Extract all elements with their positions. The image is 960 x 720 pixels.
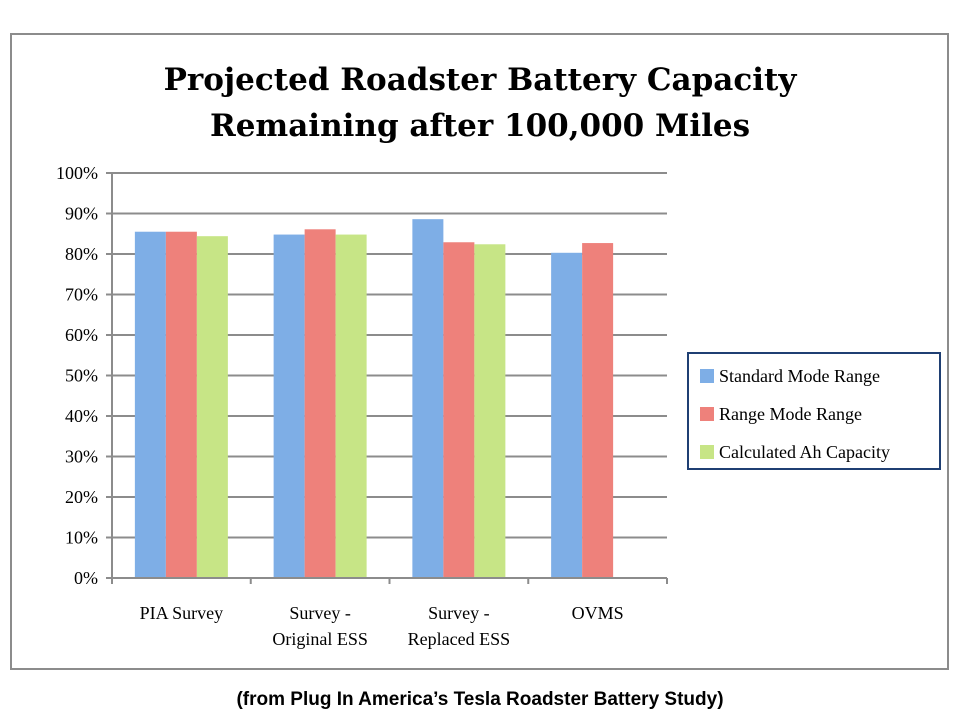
x-axis-categories: PIA Survey Survey - Original ESS Survey - Re…	[140, 603, 624, 649]
legend-swatch	[700, 407, 714, 421]
legend-box	[687, 352, 941, 470]
y-tick-label: 70%	[65, 285, 98, 305]
bar-range-mode-range-2	[443, 242, 475, 578]
bar-calculated-ah-capacity-2	[474, 244, 506, 578]
y-tick-label: 40%	[65, 406, 98, 426]
y-tick-label: 0%	[74, 568, 98, 588]
legend-label: Standard Mode Range	[719, 366, 880, 386]
bar-calculated-ah-capacity-1	[335, 234, 367, 578]
bar-standard-mode-range-2	[412, 219, 444, 579]
x-category-label: Survey -	[428, 603, 490, 623]
y-axis-ticks: 0% 10% 20% 30% 40% 50% 60% 70% 80% 90% 100%	[56, 163, 112, 588]
bars	[134, 219, 614, 579]
bar-standard-mode-range-1	[273, 234, 305, 578]
y-tick-label: 20%	[65, 487, 98, 507]
bar-standard-mode-range-0	[134, 231, 166, 578]
y-tick-label: 80%	[65, 244, 98, 264]
legend-swatch	[700, 369, 714, 383]
chart-title-line-2: Remaining after 100,000 Miles	[210, 108, 750, 144]
x-category-label: Survey -	[289, 603, 351, 623]
y-tick-label: 100%	[56, 163, 98, 183]
x-category-label: PIA Survey	[140, 603, 224, 623]
legend-swatch	[700, 445, 714, 459]
legend: Standard Mode Range Range Mode Range Calcu…	[687, 352, 941, 470]
legend-label: Calculated Ah Capacity	[719, 442, 890, 462]
y-tick-label: 50%	[65, 366, 98, 386]
bar-range-mode-range-1	[304, 229, 336, 579]
y-tick-label: 90%	[65, 204, 98, 224]
x-category-label: OVMS	[572, 603, 624, 623]
y-tick-label: 30%	[65, 447, 98, 467]
chart-title: Projected Roadster Battery Capacity Remai…	[164, 62, 798, 144]
y-tick-label: 10%	[65, 528, 98, 548]
bar-standard-mode-range-3	[551, 252, 583, 578]
x-category-label: Original ESS	[272, 629, 368, 649]
source-caption: (from Plug In America’s Tesla Roadster B…	[236, 689, 724, 710]
bar-calculated-ah-capacity-0	[196, 236, 228, 578]
chart: Projected Roadster Battery Capacity Remai…	[56, 62, 941, 649]
y-tick-label: 60%	[65, 325, 98, 345]
axes	[106, 172, 668, 584]
bar-range-mode-range-0	[165, 231, 197, 578]
bar-range-mode-range-3	[582, 243, 614, 578]
legend-label: Range Mode Range	[719, 404, 862, 424]
x-category-label: Replaced ESS	[408, 629, 510, 649]
chart-title-line-1: Projected Roadster Battery Capacity	[164, 62, 798, 98]
